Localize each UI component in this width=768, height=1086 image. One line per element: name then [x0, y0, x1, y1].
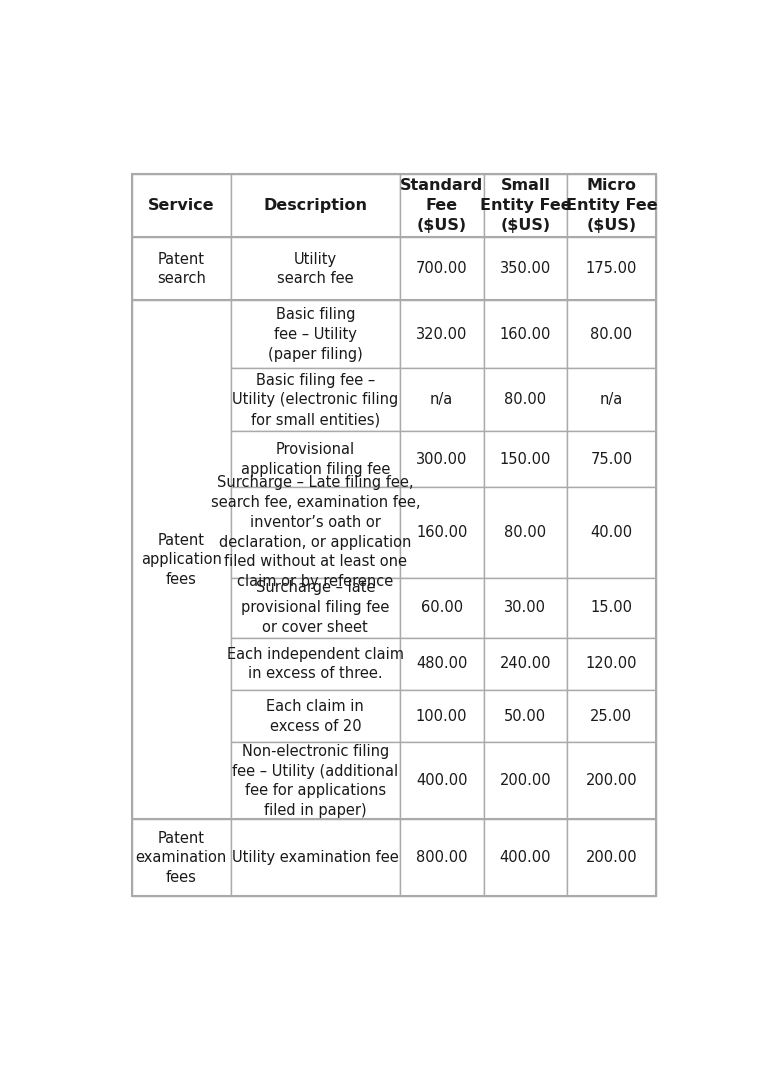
- Bar: [231, 743, 400, 820]
- Bar: [131, 301, 231, 820]
- Bar: [400, 820, 484, 896]
- Bar: [400, 637, 484, 690]
- Bar: [131, 174, 231, 238]
- Text: 400.00: 400.00: [416, 773, 468, 788]
- Text: Utility examination fee: Utility examination fee: [232, 850, 399, 866]
- Text: 150.00: 150.00: [500, 452, 551, 467]
- Bar: [568, 301, 656, 368]
- Text: 160.00: 160.00: [416, 525, 468, 540]
- Text: n/a: n/a: [430, 392, 453, 407]
- Text: 240.00: 240.00: [500, 656, 551, 671]
- Text: Utility
search fee: Utility search fee: [277, 252, 353, 287]
- Bar: [484, 238, 568, 301]
- Bar: [484, 637, 568, 690]
- Text: Non-electronic filing
fee – Utility (additional
fee for applications
filed in pa: Non-electronic filing fee – Utility (add…: [232, 744, 399, 818]
- Text: Basic filing
fee – Utility
(paper filing): Basic filing fee – Utility (paper filing…: [268, 307, 362, 362]
- Bar: [231, 238, 400, 301]
- Bar: [131, 820, 231, 896]
- Text: Patent
application
fees: Patent application fees: [141, 532, 222, 588]
- Bar: [568, 431, 656, 487]
- Bar: [131, 238, 231, 301]
- Bar: [568, 637, 656, 690]
- Text: Patent
examination
fees: Patent examination fees: [136, 831, 227, 885]
- Text: Standard
Fee
($US): Standard Fee ($US): [400, 178, 483, 233]
- Bar: [231, 174, 400, 238]
- Text: Surcharge – late
provisional filing fee
or cover sheet: Surcharge – late provisional filing fee …: [241, 580, 389, 635]
- Bar: [568, 578, 656, 637]
- Text: 80.00: 80.00: [505, 392, 546, 407]
- Text: 300.00: 300.00: [416, 452, 468, 467]
- Text: 100.00: 100.00: [416, 709, 468, 723]
- Bar: [231, 690, 400, 743]
- Bar: [484, 690, 568, 743]
- Text: 15.00: 15.00: [591, 601, 632, 616]
- Text: Service: Service: [148, 199, 214, 213]
- Bar: [231, 820, 400, 896]
- Text: Provisional
application filing fee: Provisional application filing fee: [240, 442, 390, 477]
- Bar: [400, 743, 484, 820]
- Text: 400.00: 400.00: [500, 850, 551, 866]
- Bar: [484, 174, 568, 238]
- Bar: [568, 487, 656, 578]
- Text: 60.00: 60.00: [421, 601, 462, 616]
- Bar: [484, 487, 568, 578]
- Bar: [568, 238, 656, 301]
- Text: 80.00: 80.00: [505, 525, 546, 540]
- Text: 200.00: 200.00: [585, 773, 637, 788]
- Text: 200.00: 200.00: [585, 850, 637, 866]
- Text: 50.00: 50.00: [505, 709, 546, 723]
- Text: Each independent claim
in excess of three.: Each independent claim in excess of thre…: [227, 646, 404, 681]
- Text: Surcharge – Late filing fee,
search fee, examination fee,
inventor’s oath or
dec: Surcharge – Late filing fee, search fee,…: [210, 476, 420, 590]
- Bar: [568, 690, 656, 743]
- Text: Each claim in
excess of 20: Each claim in excess of 20: [266, 699, 364, 734]
- Bar: [568, 743, 656, 820]
- Bar: [231, 368, 400, 431]
- Bar: [231, 637, 400, 690]
- Bar: [484, 578, 568, 637]
- Bar: [568, 174, 656, 238]
- Bar: [400, 238, 484, 301]
- Bar: [231, 431, 400, 487]
- Bar: [400, 301, 484, 368]
- Text: 120.00: 120.00: [586, 656, 637, 671]
- Text: 80.00: 80.00: [591, 327, 632, 342]
- Text: 160.00: 160.00: [500, 327, 551, 342]
- Text: n/a: n/a: [600, 392, 623, 407]
- Text: 350.00: 350.00: [500, 262, 551, 277]
- Bar: [400, 174, 484, 238]
- Bar: [231, 487, 400, 578]
- Text: Description: Description: [263, 199, 367, 213]
- Bar: [400, 690, 484, 743]
- Bar: [484, 301, 568, 368]
- Bar: [568, 368, 656, 431]
- Text: Patent
search: Patent search: [157, 252, 206, 287]
- Bar: [400, 368, 484, 431]
- Text: 75.00: 75.00: [591, 452, 632, 467]
- Text: 800.00: 800.00: [416, 850, 468, 866]
- Text: 320.00: 320.00: [416, 327, 468, 342]
- Bar: [131, 174, 656, 896]
- Bar: [484, 368, 568, 431]
- Bar: [484, 743, 568, 820]
- Bar: [568, 820, 656, 896]
- Bar: [400, 487, 484, 578]
- Bar: [484, 431, 568, 487]
- Bar: [231, 301, 400, 368]
- Bar: [400, 578, 484, 637]
- Text: Micro
Entity Fee
($US): Micro Entity Fee ($US): [565, 178, 657, 233]
- Text: 25.00: 25.00: [591, 709, 632, 723]
- Text: 200.00: 200.00: [499, 773, 551, 788]
- Text: 30.00: 30.00: [505, 601, 546, 616]
- Bar: [231, 578, 400, 637]
- Bar: [400, 431, 484, 487]
- Text: 175.00: 175.00: [586, 262, 637, 277]
- Text: 480.00: 480.00: [416, 656, 468, 671]
- Bar: [131, 174, 656, 896]
- Text: 40.00: 40.00: [591, 525, 632, 540]
- Text: Small
Entity Fee
($US): Small Entity Fee ($US): [479, 178, 571, 233]
- Text: 700.00: 700.00: [415, 262, 468, 277]
- Text: Basic filing fee –
Utility (electronic filing
for small entities): Basic filing fee – Utility (electronic f…: [232, 372, 399, 427]
- Bar: [484, 820, 568, 896]
